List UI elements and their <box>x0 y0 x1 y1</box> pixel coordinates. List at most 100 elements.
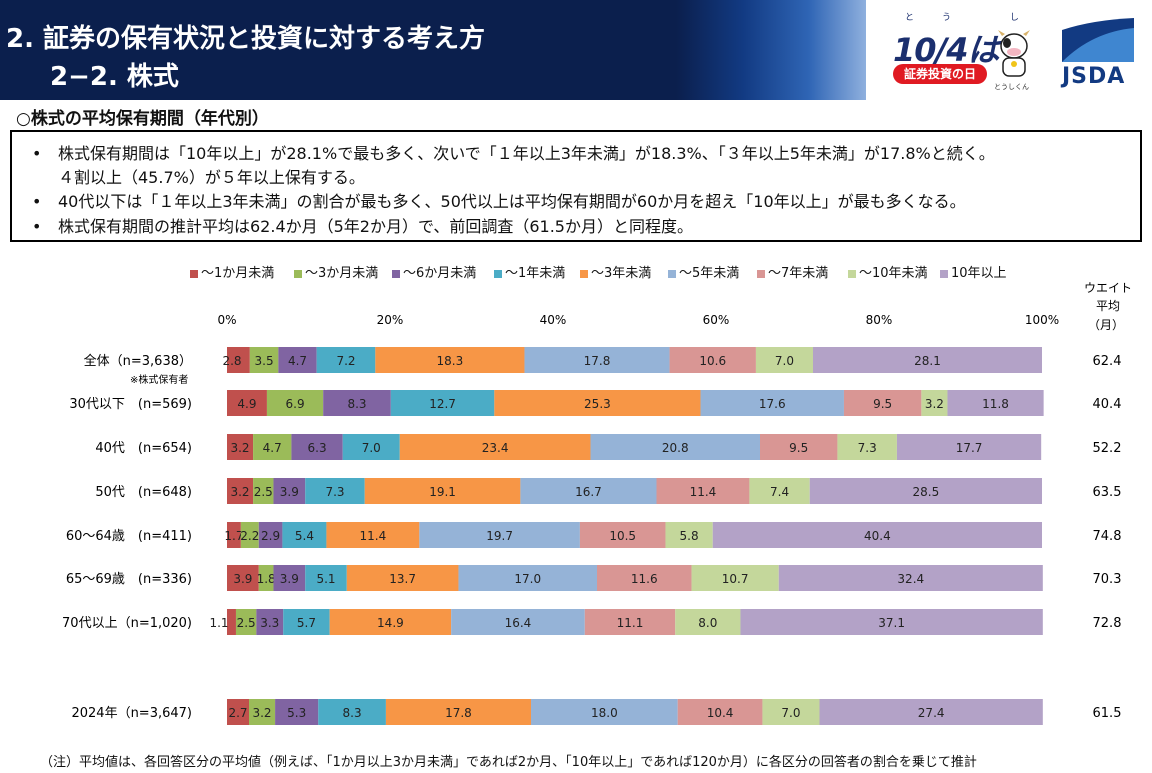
section-subtitle: ○株式の平均保有期間（年代別） <box>16 109 269 129</box>
data-label: 4.7 <box>288 354 307 368</box>
bar-segment <box>235 609 257 635</box>
brand-logo: JSDA <box>1062 64 1126 89</box>
bullet: • <box>32 144 42 163</box>
x-tick-label: 0% <box>217 313 236 327</box>
legend-item: 〜1か月未満 <box>190 262 274 281</box>
data-label: 3.9 <box>233 572 252 586</box>
data-label: 9.5 <box>789 441 808 455</box>
bar-segment <box>258 522 283 548</box>
data-label: 4.7 <box>263 441 282 455</box>
bar-segment <box>253 434 292 460</box>
data-label: 23.4 <box>482 441 509 455</box>
bar-segment <box>399 434 591 460</box>
data-label: 3.2 <box>230 485 249 499</box>
bar-segment <box>283 609 330 635</box>
category-label: 50代 (n=648) <box>95 485 192 500</box>
bar-segment <box>273 565 306 591</box>
data-label: 17.0 <box>514 572 541 586</box>
legend-label: 〜10年未満 <box>859 266 928 281</box>
data-label: 7.4 <box>770 485 789 499</box>
category-label: 30代以下 (n=569) <box>69 397 192 412</box>
data-label: 6.3 <box>308 441 327 455</box>
average-value: 70.3 <box>1093 572 1122 587</box>
legend-swatch <box>940 269 948 278</box>
data-label: 8.3 <box>343 706 362 720</box>
data-label: 19.7 <box>486 529 513 543</box>
bar-segment <box>282 522 327 548</box>
x-tick-label: 100% <box>1025 313 1059 327</box>
bar-segment <box>451 609 585 635</box>
bar-segment <box>227 347 250 373</box>
data-label: 12.7 <box>429 397 456 411</box>
x-tick-label: 20% <box>377 313 404 327</box>
data-label: 17.6 <box>759 397 786 411</box>
bar-segment <box>712 522 1042 548</box>
bar-segment <box>316 347 376 373</box>
data-label: 10.7 <box>722 572 749 586</box>
legend-label: 〜7年未満 <box>768 266 829 281</box>
data-label: 19.1 <box>429 485 456 499</box>
bar-segment <box>700 390 844 416</box>
bar-segment <box>524 347 670 373</box>
bar-segment <box>921 390 948 416</box>
bar-segment <box>669 347 756 373</box>
bar-segment <box>227 565 259 591</box>
data-label: 2.5 <box>254 485 273 499</box>
bar-segment <box>253 478 274 504</box>
bar-segment <box>305 565 347 591</box>
bar-segment <box>266 390 324 416</box>
data-label: 5.1 <box>316 572 335 586</box>
legend-item: 〜3か月未満 <box>294 262 378 281</box>
category-label: 2024年（n=3,647) <box>71 706 192 721</box>
page-section-title: 2−2. 株式 <box>50 62 179 92</box>
legend-swatch <box>494 269 502 278</box>
data-label: 3.2 <box>252 706 271 720</box>
bar-segment <box>256 609 284 635</box>
data-label: 3.5 <box>255 354 274 368</box>
summary-box: • 株式保有期間は「10年以上」が28.1%で最も多く、次いで「１年以上3年未満」… <box>10 130 1142 242</box>
data-label: 10.6 <box>699 354 726 368</box>
summary-text: 株式保有期間の推計平均は62.4か月（5年2か月）で、前回調査（61.5か月）と… <box>58 217 693 236</box>
data-label: 18.0 <box>591 706 618 720</box>
data-label: 6.9 <box>286 397 305 411</box>
footnote: （注）平均値は、各回答区分の平均値（例えば、「1か月以上3か月未満」であれば2か… <box>40 755 977 770</box>
bar-segment <box>760 434 838 460</box>
data-label: 3.9 <box>280 572 299 586</box>
data-label: 2.2 <box>240 529 259 543</box>
legend-item: 〜3年未満 <box>580 262 651 281</box>
legend-swatch <box>757 269 765 278</box>
data-label: 1.8 <box>257 572 276 586</box>
data-label: 14.9 <box>377 616 404 630</box>
bar-segment <box>329 609 452 635</box>
bullet: • <box>32 217 42 236</box>
average-value: 74.8 <box>1093 529 1122 544</box>
row-note: ※株式保有者 <box>130 373 188 386</box>
summary-text: ４割以上（45.7%）が５年以上保有する。 <box>58 168 365 187</box>
summary-text: 株式保有期間は「10年以上」が28.1%で最も多く、次いで「１年以上3年未満」が… <box>58 144 995 163</box>
bar-segment <box>249 347 279 373</box>
data-label: 1.7 <box>224 529 243 543</box>
bar-segment <box>755 347 813 373</box>
weight-header-2: 平均 <box>1096 299 1120 313</box>
header-gradient <box>676 0 866 100</box>
bar-segment <box>318 699 386 725</box>
data-label: 7.0 <box>781 706 800 720</box>
category-label: 全体（n=3,638） <box>84 353 192 369</box>
legend-item: 〜10年未満 <box>848 262 928 281</box>
data-label: 5.8 <box>680 529 699 543</box>
data-label: 11.4 <box>360 529 387 543</box>
bar-segment <box>240 522 259 548</box>
data-label: 7.0 <box>775 354 794 368</box>
bar-segment <box>227 522 241 548</box>
bar-segment <box>665 522 713 548</box>
data-label: 1.1 <box>209 616 228 630</box>
average-value: 63.5 <box>1093 485 1122 500</box>
bar-segment <box>364 478 521 504</box>
event-date: 10/4は <box>893 31 999 69</box>
data-label: 3.2 <box>230 441 249 455</box>
event-ruby: とう し <box>905 13 1047 23</box>
summary-item: • 株式保有期間の推計平均は62.4か月（5年2か月）で、前回調査（61.5か月）… <box>32 213 693 237</box>
x-tick-label: 80% <box>866 313 893 327</box>
bar-segment <box>762 699 820 725</box>
